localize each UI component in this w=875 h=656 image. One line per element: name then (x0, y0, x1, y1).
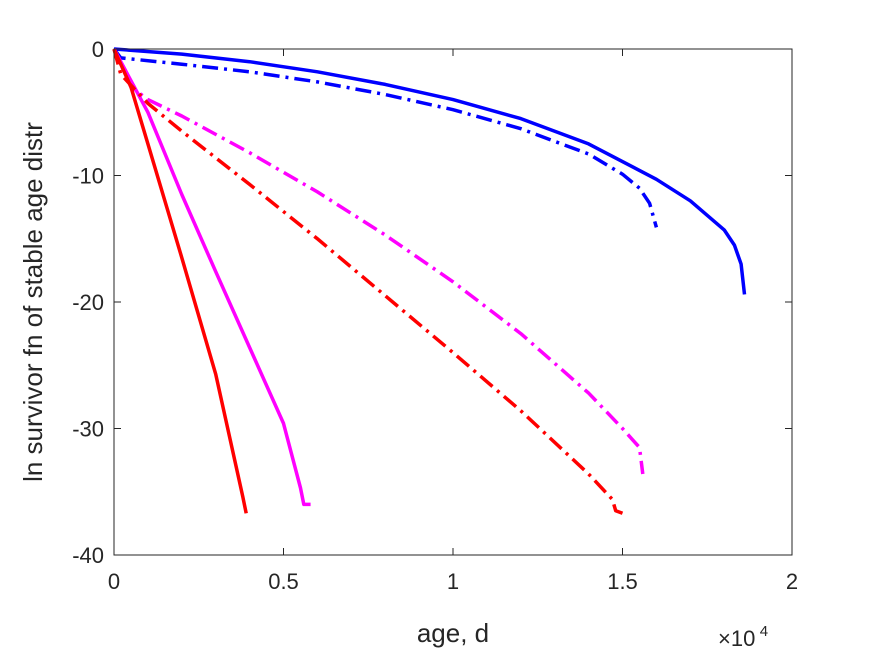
x-tick-label: 2 (786, 569, 798, 594)
y-axis: 0 -10 -20 -30 -40 (72, 37, 792, 568)
y-tick-label: -10 (72, 164, 104, 189)
x-axis: 0 0.5 1 1.5 2 (108, 49, 798, 594)
y-tick-label: -40 (72, 543, 104, 568)
x-tick-label: 0.5 (268, 569, 299, 594)
x-tick-label: 0 (108, 569, 120, 594)
series-line-1 (113, 47, 747, 295)
series-line-4 (112, 48, 645, 475)
x-axis-label: age, d (417, 618, 489, 648)
series-line-6 (112, 48, 624, 515)
x-axis-multiplier-base: ×10 (718, 626, 755, 651)
series-line-2 (112, 47, 659, 228)
x-tick-label: 1 (447, 569, 459, 594)
y-tick-label: 0 (92, 37, 104, 62)
plot-lines (112, 47, 747, 515)
x-axis-multiplier-exponent: 4 (760, 623, 768, 640)
y-tick-label: -20 (72, 290, 104, 315)
x-tick-label: 1.5 (607, 569, 638, 594)
y-axis-label: ln survivor fn of stable age distr (18, 122, 48, 482)
y-tick-label: -30 (72, 417, 104, 442)
x-axis-multiplier: ×10 4 (718, 623, 768, 651)
series-line-3 (112, 48, 311, 507)
